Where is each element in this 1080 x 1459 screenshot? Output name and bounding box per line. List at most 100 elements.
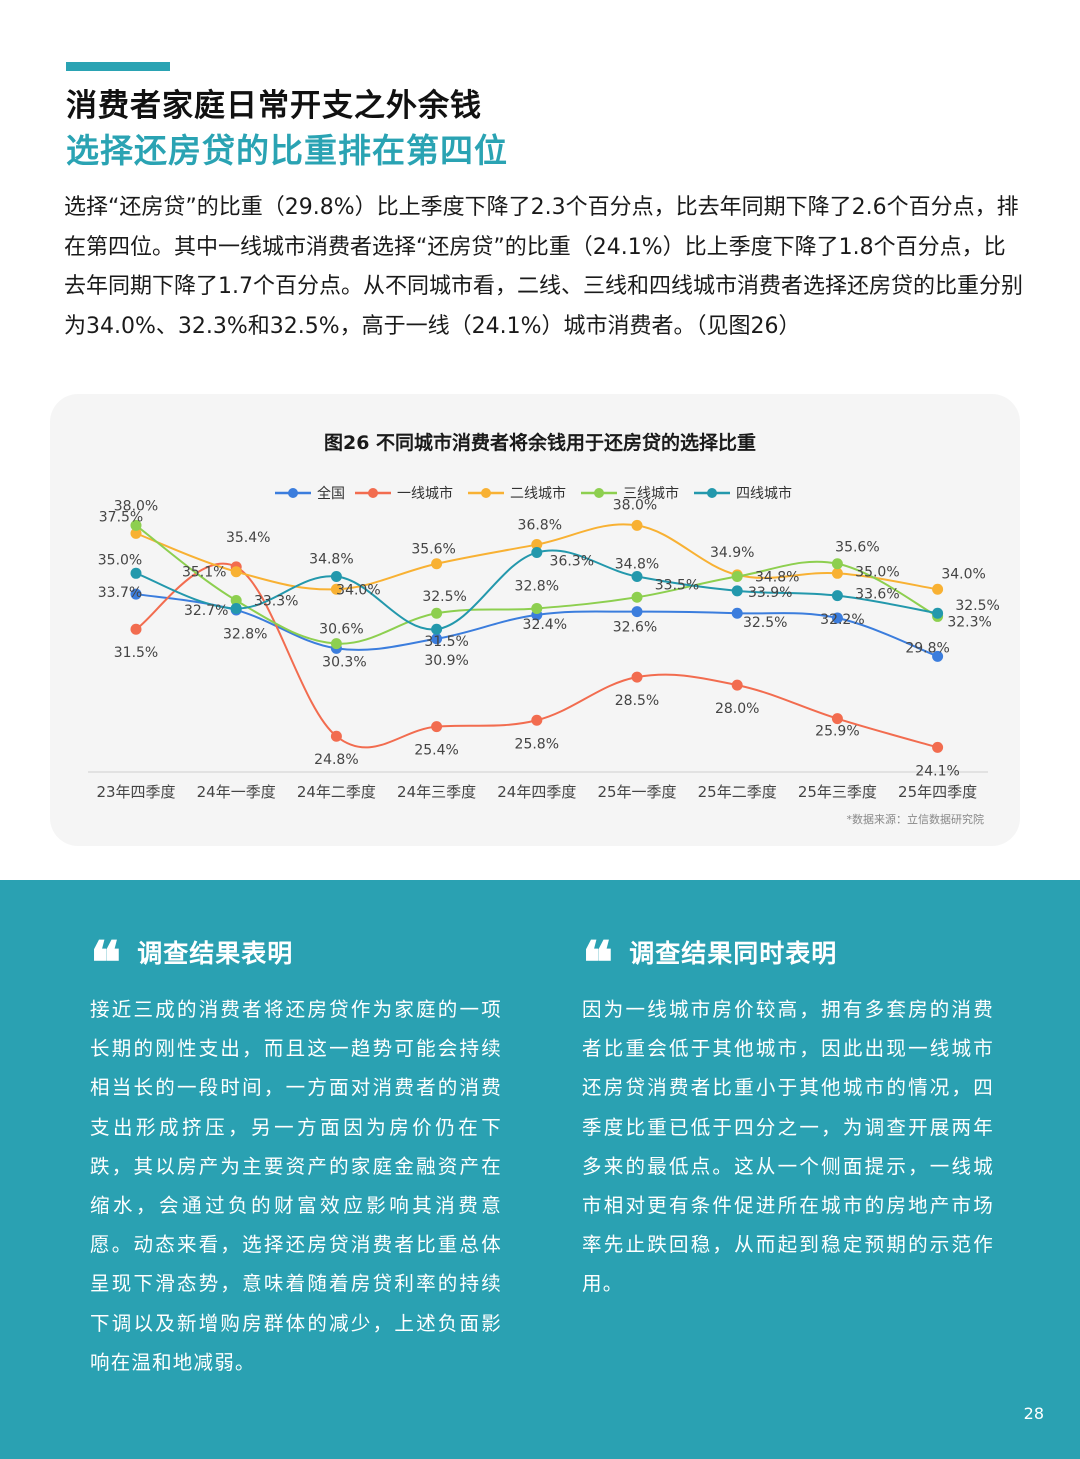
data-point	[431, 633, 443, 645]
data-point	[330, 730, 342, 742]
legend-label: 一线城市	[397, 485, 453, 502]
data-point	[431, 607, 443, 619]
data-label: 34.8%	[309, 552, 353, 568]
data-point	[831, 713, 843, 725]
data-point	[330, 638, 342, 650]
legend-label: 四线城市	[736, 485, 792, 502]
data-point	[130, 519, 142, 531]
data-point	[130, 623, 142, 635]
data-label: 32.3%	[947, 614, 991, 630]
data-label: 38.0%	[613, 497, 657, 513]
data-label: 30.3%	[322, 654, 366, 670]
accent-bar	[66, 62, 170, 71]
data-label: 31.5%	[114, 645, 158, 661]
data-point	[631, 606, 643, 618]
data-label: 34.9%	[710, 545, 754, 561]
data-label: 32.7%	[184, 603, 228, 619]
legend-label: 三线城市	[623, 485, 679, 502]
finding-left-header: ❝ 调查结果表明	[90, 930, 502, 992]
data-label: 35.0%	[855, 564, 899, 580]
page-number: 28	[1023, 1404, 1044, 1423]
data-point	[932, 607, 944, 619]
data-label: 30.9%	[424, 653, 468, 669]
findings-panel	[0, 880, 1080, 1459]
data-point	[731, 571, 743, 582]
data-label: 35.0%	[98, 552, 142, 568]
legend-label: 二线城市	[510, 485, 566, 502]
data-label: 37.5%	[99, 509, 143, 525]
data-label: 25.4%	[414, 743, 458, 759]
data-label: 32.4%	[523, 617, 567, 633]
data-point	[330, 583, 342, 595]
x-tick-label: 23年四季度	[96, 783, 175, 801]
data-label: 32.6%	[613, 620, 657, 636]
data-point	[130, 588, 142, 600]
data-label: 33.7%	[98, 585, 142, 601]
chart-source: *数据来源：立信数据研究院	[846, 813, 985, 826]
x-tick-label: 25年二季度	[698, 783, 777, 801]
chart-title: 图26 不同城市消费者将余钱用于还房贷的选择比重	[323, 432, 757, 454]
data-point	[230, 602, 242, 614]
x-tick-label: 24年二季度	[297, 783, 376, 801]
data-point	[731, 585, 743, 597]
data-label: 32.8%	[223, 626, 267, 642]
data-label: 33.6%	[855, 587, 899, 603]
data-point	[932, 583, 944, 595]
data-point	[731, 607, 743, 619]
data-label: 33.5%	[655, 577, 699, 593]
data-label: 35.4%	[226, 530, 270, 546]
data-point	[531, 714, 543, 726]
data-point	[230, 566, 242, 578]
finding-left: ❝ 调查结果表明 接近三成的消费者将还房贷作为家庭的一项长期的刚性支出，而且这一…	[90, 930, 502, 1382]
data-label: 32.5%	[422, 589, 466, 605]
data-label: 25.9%	[815, 724, 859, 740]
finding-left-title: 调查结果表明	[137, 939, 294, 968]
data-point	[531, 539, 543, 551]
quote-icon: ❝	[90, 929, 122, 997]
data-label: 32.2%	[820, 612, 864, 628]
data-point	[731, 679, 743, 691]
data-point	[631, 591, 643, 603]
data-label: 29.8%	[905, 640, 949, 656]
data-label: 38.0%	[114, 498, 158, 514]
legend-label: 全国	[317, 485, 345, 502]
chart-card: 23年四季度 24年一季度 24年二季度 24年三季度 24年四季度 25年一季度 25年二…	[50, 394, 1020, 846]
line-chart: 23年四季度 24年一季度 24年二季度 24年三季度 24年四季度 25年一季度 25年二…	[88, 485, 1000, 801]
data-label: 33.3%	[254, 593, 298, 609]
intro-paragraph: 选择“还房贷”的比重（29.8%）比上季度下降了2.3个百分点，比去年同期下降了…	[64, 195, 1023, 339]
data-label: 34.8%	[755, 570, 799, 586]
data-label: 25.8%	[515, 736, 559, 752]
page-subtitle: 选择还房贷的比重排在第四位	[66, 131, 508, 170]
data-point	[831, 590, 843, 602]
x-tick-label: 25年一季度	[597, 783, 676, 801]
data-point	[431, 623, 443, 635]
data-label: 28.5%	[615, 693, 659, 709]
series-line	[135, 562, 938, 749]
data-point	[431, 558, 443, 570]
legend-marker	[481, 488, 491, 498]
x-tick-label: 24年四季度	[497, 783, 576, 801]
data-label: 30.6%	[319, 622, 363, 638]
data-point	[631, 519, 643, 531]
data-label: 34.0%	[336, 582, 380, 598]
finding-right-title: 调查结果同时表明	[629, 939, 838, 968]
legend-marker	[707, 488, 717, 498]
data-point	[230, 594, 242, 606]
data-label: 32.5%	[743, 615, 787, 631]
x-tick-label: 25年四季度	[898, 783, 977, 801]
data-label: 24.8%	[314, 752, 358, 768]
data-point	[130, 527, 142, 539]
data-point	[531, 547, 543, 559]
data-point	[130, 567, 142, 579]
quote-icon: ❝	[582, 929, 614, 997]
legend-marker	[368, 488, 378, 498]
data-label: 36.8%	[518, 518, 562, 534]
data-point	[631, 671, 643, 683]
data-point	[932, 650, 944, 662]
data-label: 34.0%	[941, 566, 985, 582]
data-label: 35.6%	[835, 540, 879, 556]
finding-left-text: 接近三成的消费者将还房贷作为家庭的一项长期的刚性支出，而且这一趋势可能会持续相当…	[90, 998, 502, 1374]
data-point	[831, 612, 843, 624]
finding-right: ❝ 调查结果同时表明 因为一线城市房价较高，拥有多套房的消费者比重会低于其他城市…	[582, 930, 994, 1304]
data-point	[431, 721, 443, 733]
